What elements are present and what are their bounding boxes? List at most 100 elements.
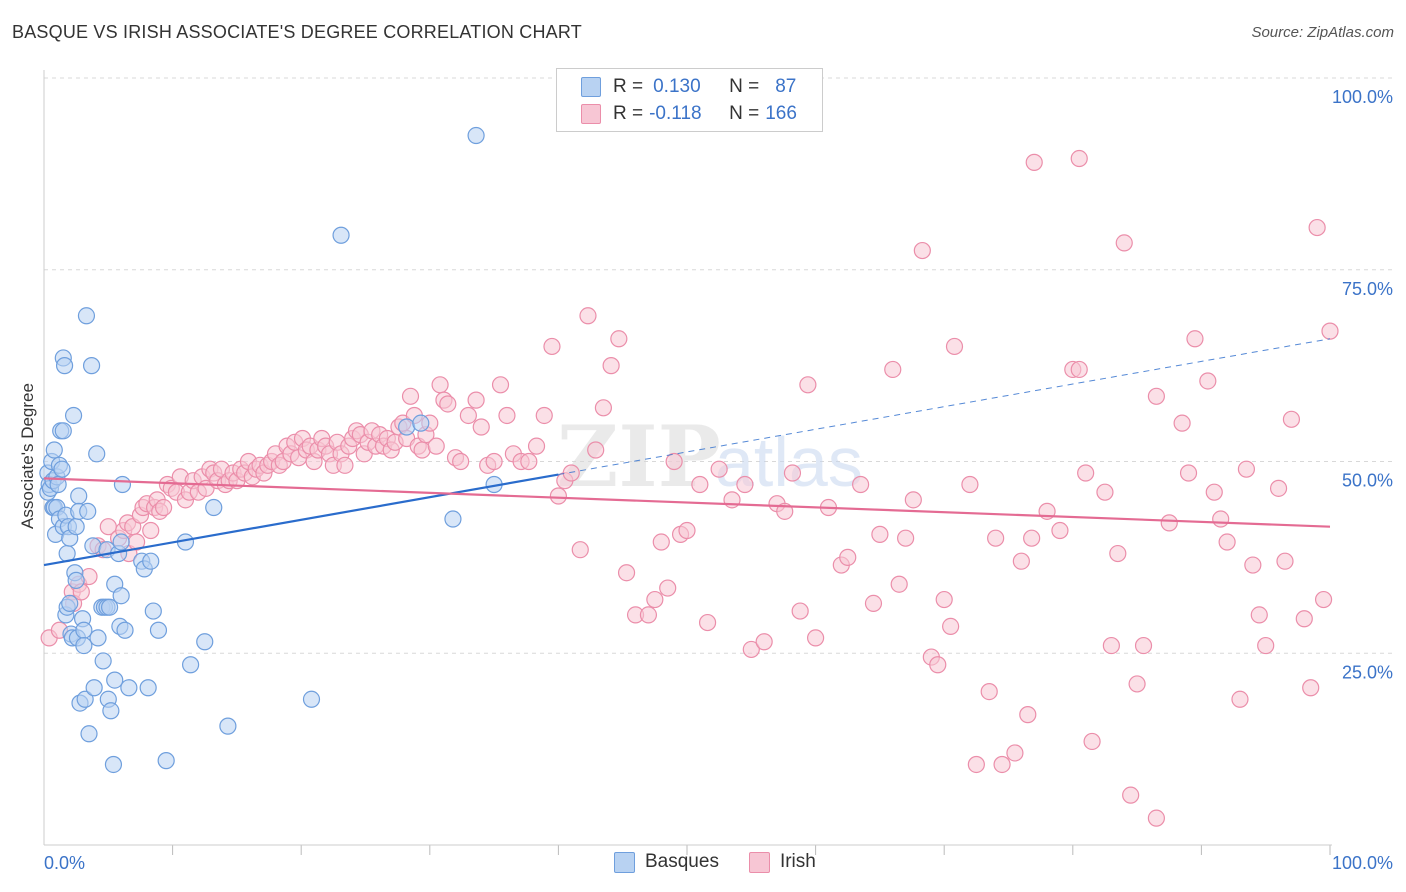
irish-point xyxy=(1205,483,1223,501)
irish-point xyxy=(961,475,979,494)
irish-point xyxy=(1077,464,1095,482)
irish-point xyxy=(571,541,589,559)
irish-point xyxy=(1128,675,1146,693)
irish-point xyxy=(439,395,457,413)
basque-point xyxy=(100,598,119,616)
basque-point xyxy=(88,445,106,463)
irish-point xyxy=(452,452,470,471)
irish-point xyxy=(1212,510,1230,528)
axis-layer xyxy=(43,70,1332,846)
irish-point xyxy=(587,441,605,459)
legend-row-irish: R = -0.118 N = 166 xyxy=(581,101,797,127)
irish-point xyxy=(646,590,664,609)
basque-point xyxy=(113,475,132,494)
irish-point xyxy=(935,590,953,609)
irish-point xyxy=(942,617,960,636)
n-label: N = xyxy=(729,103,760,124)
irish-point xyxy=(1244,556,1262,574)
x-tick-label: 0.0% xyxy=(44,853,85,873)
irish-point xyxy=(1025,153,1043,171)
irish-point xyxy=(1012,552,1030,570)
n-value: 87 xyxy=(775,76,797,97)
basque-point xyxy=(70,487,88,505)
basque-point xyxy=(45,441,63,459)
basque-point xyxy=(79,502,97,520)
irish-point xyxy=(467,391,485,409)
irish-point xyxy=(431,376,449,394)
irish-point xyxy=(904,491,922,509)
basque-point xyxy=(182,656,200,674)
irish-point xyxy=(579,307,597,325)
irish-point xyxy=(1051,521,1069,540)
irish-point xyxy=(710,460,728,478)
irish-point xyxy=(864,594,883,612)
irish-point xyxy=(427,437,445,455)
basque-point xyxy=(139,679,157,697)
y-tick-label: 100.0% xyxy=(1332,87,1393,107)
n-label: N = xyxy=(729,76,760,97)
irish-point xyxy=(1282,410,1301,428)
irish-point xyxy=(1314,590,1333,609)
basque-point xyxy=(85,679,103,697)
irish-point xyxy=(1302,679,1320,697)
irish-point xyxy=(1070,360,1088,379)
irish-point xyxy=(142,521,160,540)
basque-point xyxy=(61,594,79,612)
irish-swatch xyxy=(581,104,601,124)
irish-point xyxy=(1186,330,1204,348)
basques-trendline xyxy=(43,473,559,567)
irish-point xyxy=(498,406,516,425)
x-tick-label: 100.0% xyxy=(1332,853,1393,873)
basque-point xyxy=(116,621,134,639)
basque-point xyxy=(75,621,93,639)
watermark-atlas: atlas xyxy=(715,423,863,501)
irish-point xyxy=(491,376,510,394)
basque-points xyxy=(39,126,503,774)
irish-point xyxy=(594,399,613,417)
r-label: R = xyxy=(613,76,644,97)
y-tick-label: 75.0% xyxy=(1342,279,1393,299)
basques-trendline-extension xyxy=(558,338,1331,476)
irish-point xyxy=(871,525,889,543)
watermark: ZIP atlas xyxy=(557,407,863,506)
irish-point xyxy=(1147,809,1165,827)
legend-label-basques: Basques xyxy=(645,851,719,872)
irish-point xyxy=(1102,636,1120,655)
irish-point xyxy=(1023,529,1041,547)
series-legend: Basques Irish xyxy=(614,851,846,873)
basque-point xyxy=(157,752,175,770)
irish-point xyxy=(472,418,490,436)
legend-label-irish: Irish xyxy=(779,851,816,872)
irish-point xyxy=(1237,460,1256,478)
y-tick-label: 50.0% xyxy=(1342,471,1393,491)
basque-point xyxy=(67,571,85,589)
irish-point xyxy=(967,755,985,774)
irish-point xyxy=(1276,552,1294,570)
basque-point xyxy=(205,498,223,517)
basque-point xyxy=(102,702,120,720)
irish-point xyxy=(1295,610,1313,628)
irish-point xyxy=(485,452,503,471)
basque-point xyxy=(142,552,160,570)
trend-layer xyxy=(43,338,1331,567)
basque-point xyxy=(149,621,168,639)
irish-point xyxy=(839,548,857,566)
irish-point xyxy=(602,357,620,375)
source-label: Source: ZipAtlas.com xyxy=(1251,24,1394,41)
basque-point xyxy=(302,690,321,708)
irish-point xyxy=(1019,706,1037,724)
legend-row-basques: R = 0.130 N = 87 xyxy=(581,74,796,100)
irish-point xyxy=(945,337,964,356)
irish-point xyxy=(1160,514,1178,532)
legend-item-irish[interactable]: Irish xyxy=(748,851,816,873)
irish-point xyxy=(1269,479,1288,497)
legend-item-basques[interactable]: Basques xyxy=(614,851,719,873)
basque-point xyxy=(89,629,107,647)
irish-point xyxy=(1096,483,1114,501)
irish-point xyxy=(678,521,696,540)
basque-point xyxy=(94,652,112,670)
y-tick-label: 25.0% xyxy=(1342,662,1393,682)
irish-point xyxy=(993,755,1011,774)
irish-point xyxy=(698,613,717,632)
irish-point xyxy=(401,387,420,405)
